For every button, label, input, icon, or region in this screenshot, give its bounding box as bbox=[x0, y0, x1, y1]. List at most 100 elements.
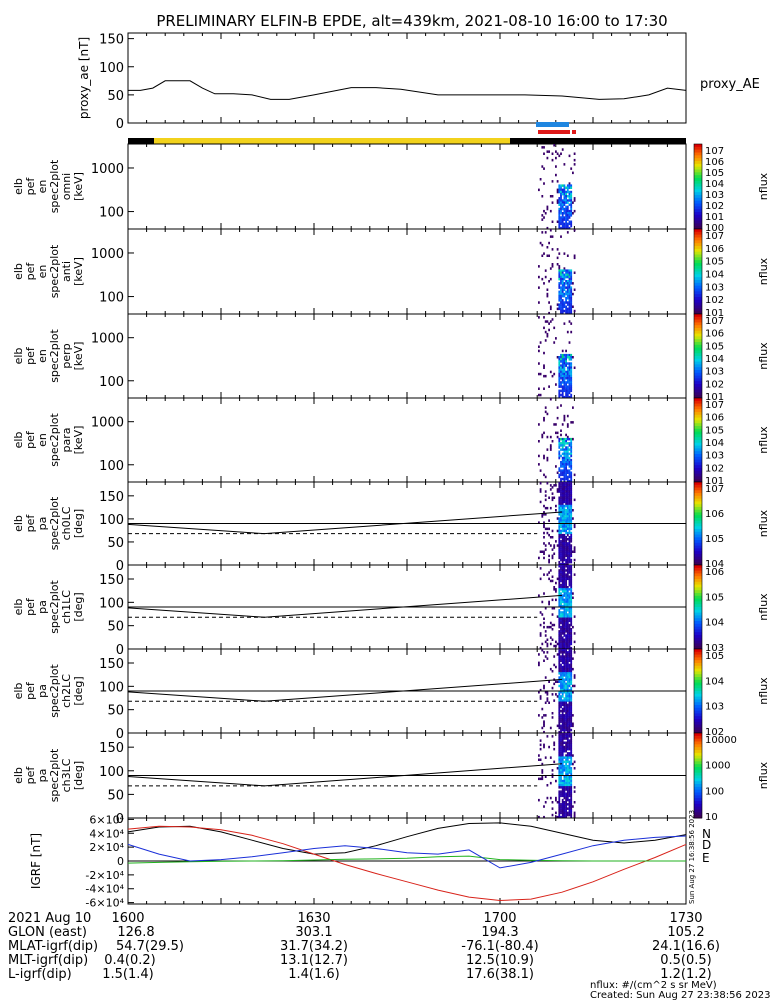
spectrogram-pixel bbox=[570, 567, 573, 570]
colorbar-step bbox=[694, 325, 702, 329]
spectrogram-pixel bbox=[560, 517, 562, 520]
spectrogram-pixel bbox=[566, 554, 569, 558]
spectrogram-pixel bbox=[565, 529, 567, 533]
spectrogram-pixel bbox=[558, 275, 561, 279]
spectrogram-pixel bbox=[555, 509, 557, 512]
spectrogram-pixel bbox=[553, 546, 556, 549]
spectrogram-pixel bbox=[558, 216, 561, 219]
spectrogram-pixel bbox=[561, 600, 564, 604]
spectrogram-pixel bbox=[568, 712, 571, 715]
colorbar-step bbox=[694, 752, 702, 757]
spectrogram-pixel bbox=[544, 544, 547, 547]
spectrogram-pixel bbox=[568, 636, 571, 639]
spectrogram-pixel bbox=[568, 498, 571, 502]
spectrogram-pixel bbox=[568, 684, 571, 688]
spectrogram-pixel bbox=[573, 152, 576, 155]
spectrogram-pixel bbox=[561, 784, 564, 787]
spectrogram-pixel bbox=[565, 644, 567, 648]
spectrogram-pixel bbox=[565, 395, 567, 399]
spectrogram-pixel bbox=[566, 730, 569, 734]
spectrogram-pixel bbox=[544, 640, 547, 644]
spectrogram-pixel bbox=[561, 707, 564, 711]
spectrogram-pixel bbox=[568, 714, 571, 717]
spectrogram-pixel bbox=[566, 718, 569, 721]
spectrogram-pixel bbox=[561, 798, 564, 802]
spectrogram-pixel bbox=[543, 374, 545, 378]
spectrogram-pixel bbox=[565, 433, 567, 437]
spectrogram-pixel bbox=[561, 728, 564, 732]
spectrogram-pixel bbox=[561, 718, 564, 721]
spectrogram-pixel bbox=[570, 752, 573, 755]
spectrogram-pixel bbox=[570, 224, 573, 228]
spectrogram-pixel bbox=[561, 790, 564, 793]
spectrogram-pixel bbox=[563, 600, 566, 604]
spectrogram-pixel bbox=[566, 519, 569, 522]
spectrogram-pixel bbox=[568, 632, 571, 635]
spectrogram-pixel bbox=[544, 374, 547, 378]
spectrogram-pixel bbox=[568, 735, 571, 738]
spectrogram-pixel bbox=[558, 550, 561, 553]
colorbar-tick-label: 106 bbox=[705, 567, 724, 578]
spectrogram-pixel bbox=[566, 504, 569, 508]
spectrogram-pixel bbox=[560, 294, 562, 298]
spectrogram-pixel bbox=[561, 737, 564, 740]
spectrogram-pixel bbox=[568, 695, 571, 698]
spectrogram-pixel bbox=[565, 716, 567, 719]
spectrogram-pixel bbox=[558, 569, 561, 572]
colorbar-step bbox=[694, 537, 702, 541]
spectrogram-pixel bbox=[561, 307, 564, 311]
spectrogram-pixel bbox=[565, 609, 567, 612]
colorbar-step bbox=[694, 251, 702, 255]
spectrogram-pixel bbox=[570, 311, 573, 315]
spectrogram-pixel bbox=[561, 349, 564, 353]
spectrogram-pixel bbox=[566, 292, 569, 296]
spectrogram-pixel bbox=[553, 655, 556, 658]
spectrogram-pixel bbox=[558, 693, 561, 696]
colorbar-step bbox=[694, 395, 702, 399]
spectrogram-pixel bbox=[570, 538, 573, 541]
colorbar-step bbox=[694, 243, 702, 247]
spectrogram-pixel bbox=[565, 720, 567, 723]
spectrogram-pixel bbox=[568, 368, 571, 372]
panel-ytick-label: 0 bbox=[116, 727, 124, 742]
spectrogram-pixel bbox=[560, 482, 562, 485]
spectrogram-pixel bbox=[560, 469, 562, 472]
colorbar-tick-label: 100 bbox=[705, 786, 724, 797]
spectrogram-pixel bbox=[570, 195, 573, 198]
colorbar-step bbox=[694, 812, 702, 816]
spectrogram-pixel bbox=[563, 389, 566, 393]
spectrogram-pixel bbox=[568, 548, 571, 551]
spectrogram-pixel bbox=[561, 573, 564, 576]
spectrogram-pixel bbox=[561, 651, 564, 654]
spectrogram-pixel bbox=[563, 745, 566, 749]
spectrogram-pixel bbox=[563, 646, 566, 650]
spectrogram-pixel bbox=[560, 188, 562, 192]
spectrogram-pixel bbox=[565, 218, 567, 221]
spectrogram-pixel bbox=[563, 573, 566, 576]
spectrogram-pixel bbox=[549, 448, 552, 451]
colorbar-step bbox=[694, 612, 702, 616]
spectrogram-pixel bbox=[561, 811, 564, 815]
colorbar-tick-label: 104 bbox=[705, 559, 724, 570]
spectrogram-pixel bbox=[568, 542, 571, 545]
colorbar-step bbox=[694, 403, 702, 407]
colorbar-step bbox=[694, 570, 702, 574]
spectrogram-pixel bbox=[570, 686, 573, 690]
spectrogram-pixel bbox=[573, 550, 576, 553]
spectrogram-pixel bbox=[565, 391, 567, 395]
spectrogram-pixel bbox=[566, 509, 569, 512]
spectrogram-pixel bbox=[568, 609, 571, 612]
spectrogram-pixel bbox=[556, 180, 559, 183]
spectrogram-pixel bbox=[560, 615, 562, 618]
eph-mlat-3: 24.1(16.6) bbox=[652, 939, 720, 954]
spectrogram-pixel bbox=[563, 358, 566, 361]
spectrogram-pixel bbox=[565, 803, 567, 806]
spectrogram-pixel bbox=[570, 607, 573, 610]
spectrogram-pixel bbox=[566, 271, 569, 274]
spectrogram-pixel bbox=[558, 154, 561, 158]
spectrogram-pixel bbox=[563, 592, 566, 595]
spectrogram-pixel bbox=[563, 364, 566, 367]
spectrogram-pixel bbox=[568, 705, 571, 709]
spectrogram-pixel bbox=[570, 638, 573, 641]
spectrogram-pixel bbox=[558, 379, 561, 382]
